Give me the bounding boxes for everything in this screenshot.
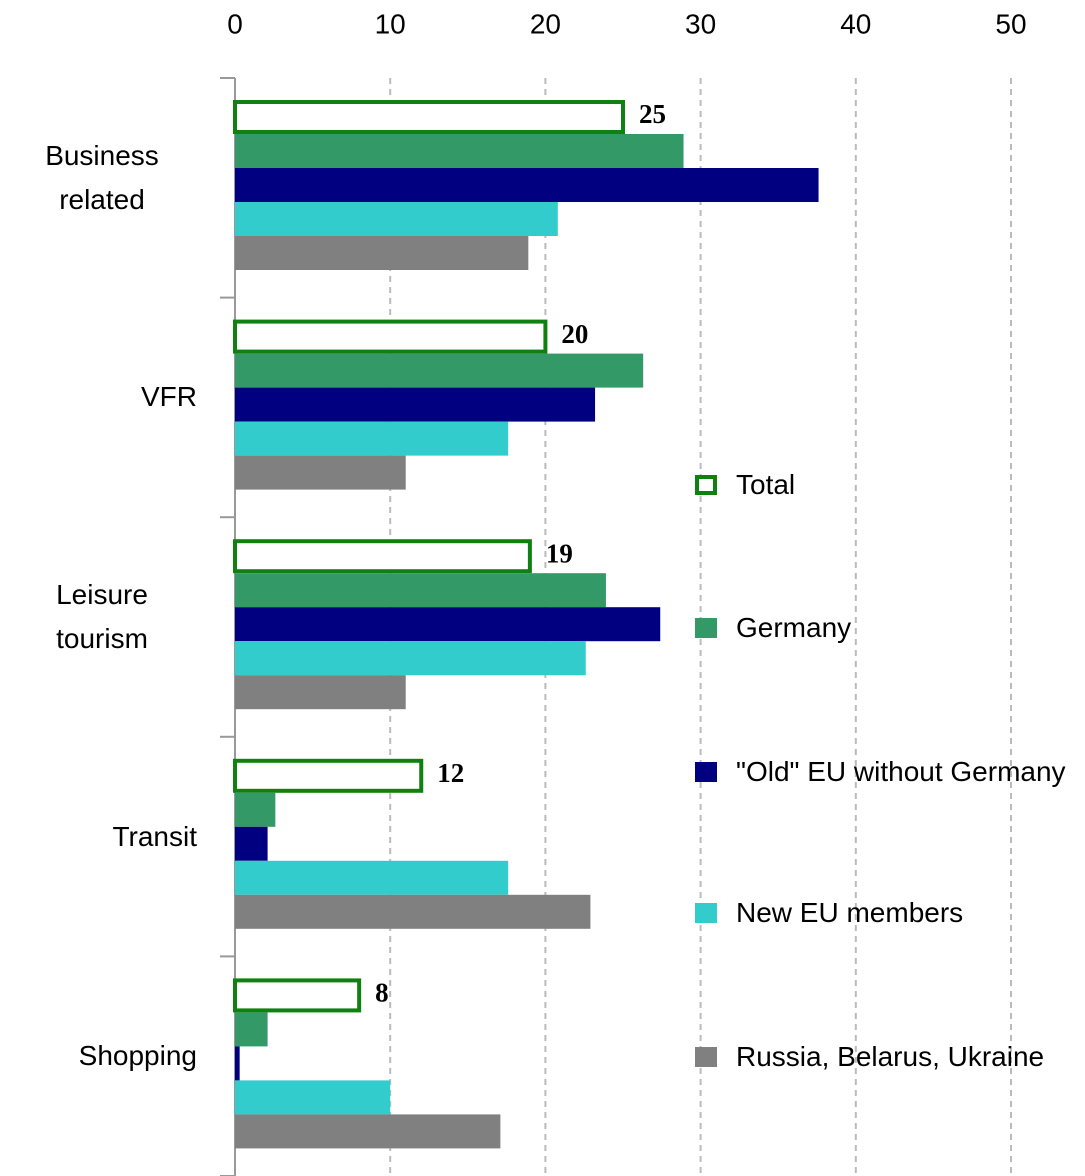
bar [233,319,548,354]
data-label: 25 [639,99,666,129]
bar [235,387,596,422]
legend-label: Total [736,469,796,500]
legend-entry: Russia, Belarus, Ukraine [736,1036,1084,1078]
data-label: 8 [375,978,389,1008]
legend-label: New EU members [736,897,964,928]
legend-swatch [695,475,717,495]
bar [233,100,625,134]
bar [235,792,276,827]
legend-label: Germany [736,612,852,643]
y-tick-label: VFR [141,381,197,413]
legend-entry: New EU members [736,892,1084,934]
bar [235,134,684,168]
category-label-box: Transit [0,793,197,881]
bar [233,978,362,1013]
bar [235,860,509,895]
bar [235,168,819,202]
category-label-box: Business related [0,134,197,222]
bar [233,539,532,574]
x-tick-label: 40 [840,8,871,39]
x-tick-label: 10 [375,8,406,39]
bar [235,607,661,642]
y-tick-label: Shopping [78,1040,197,1072]
data-label: 12 [437,758,464,788]
legend-entry: Germany [736,607,1084,649]
legend-swatch [695,1047,717,1067]
bar [235,1012,268,1047]
bar [235,1046,240,1081]
x-tick-label: 20 [530,8,561,39]
y-tick-label: Transit [112,820,197,852]
bar [235,641,586,676]
bar [235,894,591,929]
bar [235,1080,391,1115]
data-label: 19 [546,538,573,568]
legend-label: Russia, Belarus, Ukraine [736,1041,1045,1072]
bar [235,421,509,456]
category-label-box: VFR [0,353,197,441]
bar [235,826,268,861]
y-tick-label: Business related [45,139,159,215]
bar [235,455,406,490]
bar [233,758,424,793]
y-tick-label: Leisure tourism [56,579,148,654]
legend-label: "Old" EU without Germany [736,756,1066,787]
legend-swatch [695,762,717,782]
bar [235,675,406,710]
data-label: 20 [561,319,588,349]
category-label-box: Leisure tourism [0,573,197,661]
bar [235,1114,501,1149]
x-tick-label: 50 [995,8,1026,39]
x-tick-label: 30 [685,8,716,39]
legend-swatch [695,618,717,638]
bar [235,353,644,388]
bar [235,202,558,236]
category-label-box: Shopping [0,1012,197,1100]
legend-swatch [695,903,717,923]
legend-entry: Total [736,464,1084,506]
bar [235,236,529,270]
legend-entry: "Old" EU without Germany [736,751,1084,793]
bar [235,573,606,608]
x-tick-label: 0 [227,8,243,39]
